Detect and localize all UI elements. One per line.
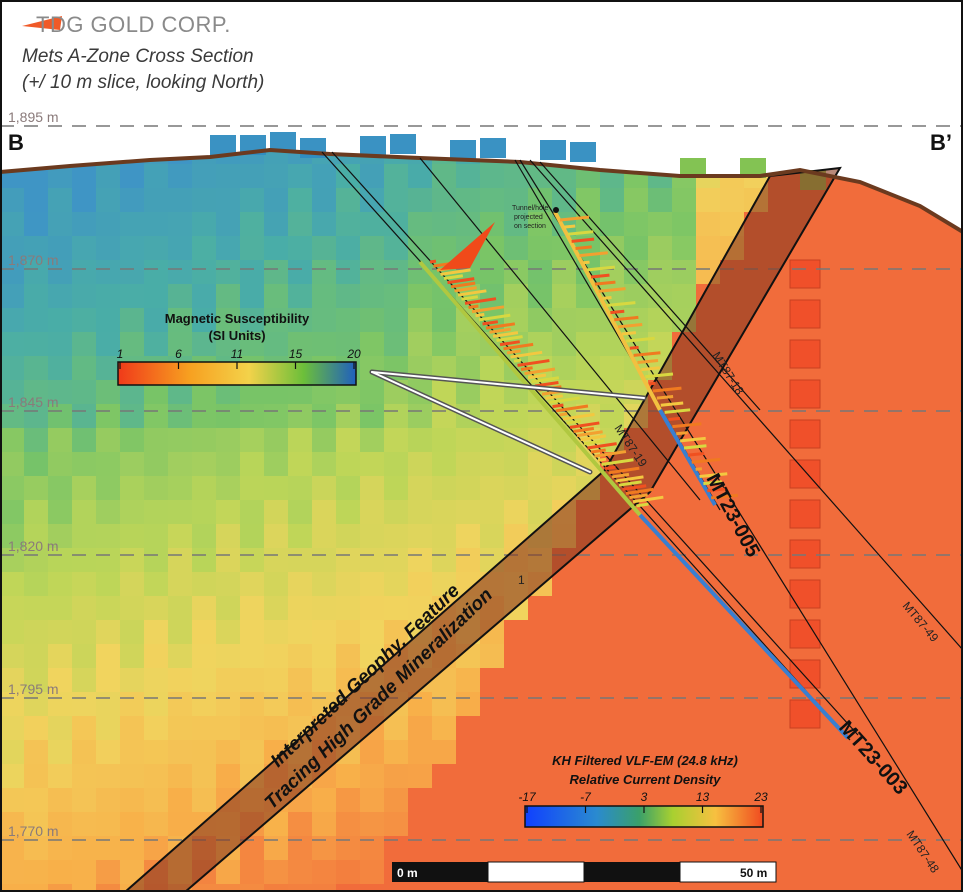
scale-bar-end: 50 m <box>740 866 767 880</box>
legend-tick-label: -7 <box>580 790 592 804</box>
vlf-legend-subtitle: Relative Current Density <box>570 772 722 787</box>
elevation-label: 1,895 m <box>8 109 59 125</box>
figure-subtitle: (+/ 10 m slice, looking North) <box>22 72 264 93</box>
figure-title: Mets A-Zone Cross Section <box>22 46 254 67</box>
vlf-legend-ticks: -17 -7 3 13 23 <box>518 790 768 813</box>
legend-tick-label: 3 <box>641 790 648 804</box>
scale-bar: 0 m 50 m <box>392 861 777 883</box>
mag-legend-units: (SI Units) <box>208 328 265 343</box>
drillhole-traces <box>321 151 963 873</box>
legend-tick-label: 1 <box>117 347 124 361</box>
legend-tick-label: 13 <box>696 790 710 804</box>
elevation-label: 1,870 m <box>8 252 59 268</box>
scale-bar-start: 0 m <box>397 866 418 880</box>
company-logo: TDG GOLD CORP. <box>36 12 231 37</box>
projection-note-3: on section <box>514 223 546 230</box>
projection-point-icon <box>553 207 559 213</box>
elevation-label: 1,770 m <box>8 823 59 839</box>
elevation-label: 1,795 m <box>8 681 59 697</box>
feature-footnote: 1 <box>518 573 525 587</box>
legend-tick-label: 6 <box>175 347 182 361</box>
elevation-label: 1,845 m <box>8 394 59 410</box>
mag-legend-ticks: 1 6 11 15 20 <box>117 347 361 369</box>
elevation-gridlines: 1,895 m 1,870 m 1,845 m 1,820 m 1,795 m 1,770… <box>0 109 963 841</box>
interpreted-feature-band <box>123 166 842 892</box>
legend-tick-label: 15 <box>289 347 303 361</box>
legend-pointer-lines-inner <box>371 371 645 473</box>
elevation-label: 1,820 m <box>8 538 59 554</box>
section-label-left: B <box>8 130 24 155</box>
mag-legend-title: Magnetic Susceptibility <box>165 311 310 326</box>
legend-tick-label: 20 <box>346 347 361 361</box>
projection-note-2: projected <box>514 214 543 221</box>
block-model <box>0 150 963 892</box>
legend-tick-label: 11 <box>231 347 243 361</box>
projection-note-1: Tunnel/hole <box>512 205 548 212</box>
logo-mark-icon <box>22 16 62 30</box>
section-label-right: B’ <box>930 130 952 155</box>
legend-tick-label: -17 <box>518 790 537 804</box>
vlf-legend-title: KH Filtered VLF-EM (24.8 kHz) <box>552 753 738 768</box>
mag-susceptibility-bars <box>429 215 739 508</box>
topography-line <box>0 147 963 234</box>
legend-tick-label: 23 <box>753 790 768 804</box>
